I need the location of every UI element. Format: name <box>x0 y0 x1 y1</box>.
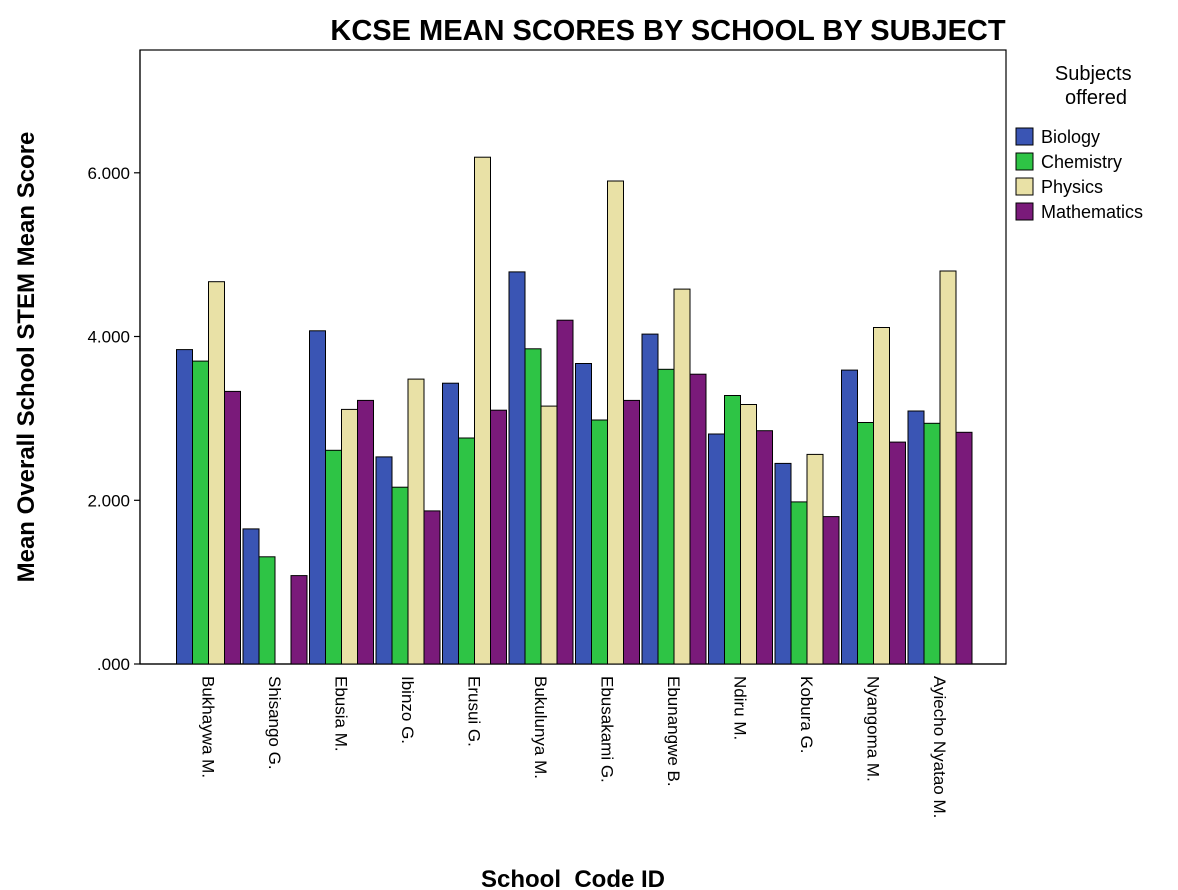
x-tick-label: Erusui G. <box>465 676 484 747</box>
legend-swatch-biology <box>1015 127 1034 146</box>
y-ticks-group: .000 2.000 4.000 6.000 <box>87 164 140 674</box>
bar-chemistry-6 <box>591 419 608 665</box>
chart-title: KCSE MEAN SCORES BY SCHOOL BY SUBJECT <box>330 15 1005 47</box>
bar-biology-2 <box>309 330 326 665</box>
bar-biology-4 <box>442 382 459 665</box>
x-tick-label: Shisango G. <box>265 676 284 770</box>
legend-label-physics: Physics <box>1041 177 1103 197</box>
bar-chemistry-4 <box>458 437 475 665</box>
bar-biology-9 <box>774 462 792 665</box>
legend: Subjects offered Biology Chemistry Physics… <box>1015 63 1143 222</box>
legend-title-line-2: offered <box>1065 87 1127 109</box>
legend-swatch-chemistry <box>1015 152 1034 171</box>
bar-physics-9 <box>806 453 824 665</box>
bar-chemistry-9 <box>790 501 808 665</box>
bar-physics-8 <box>740 404 757 665</box>
bar-chemistry-3 <box>391 486 409 665</box>
bar-physics-4 <box>474 156 491 665</box>
y-tick-label: .000 <box>97 655 130 674</box>
y-tick-label: 6.000 <box>87 164 130 183</box>
y-tick-label: 2.000 <box>87 491 130 510</box>
bar-chemistry-11 <box>923 422 941 665</box>
bar-biology-7 <box>641 333 659 665</box>
bar-chemistry-8 <box>724 395 741 665</box>
y-tick-label: 4.000 <box>87 328 130 347</box>
legend-swatch-mathematics <box>1015 202 1034 221</box>
legend-label-biology: Biology <box>1041 127 1100 147</box>
bar-chemistry-7 <box>657 368 675 665</box>
bar-mathematics-8 <box>756 430 773 665</box>
y-axis-title: Mean Overall School STEM Mean Score <box>13 132 40 583</box>
bar-physics-3 <box>407 378 425 665</box>
bar-biology-3 <box>375 456 393 665</box>
x-tick-label: Bukhaywa M. <box>199 676 218 778</box>
bar-chemistry-5 <box>524 348 542 665</box>
bar-mathematics-9 <box>822 516 840 665</box>
plot-area: .000 2.000 4.000 6.000 Bukhaywa M. Shisango … <box>87 49 1007 818</box>
x-tick-label: Ebusia M. <box>332 676 351 752</box>
bar-mathematics-0 <box>224 390 241 665</box>
bar-physics-0 <box>208 281 225 665</box>
legend-title-line-1: Subjects <box>1055 63 1132 85</box>
bar-biology-8 <box>708 433 725 665</box>
bar-biology-11 <box>907 410 925 665</box>
bars-group <box>176 156 973 665</box>
bar-mathematics-4 <box>490 409 507 665</box>
legend-swatch-physics <box>1015 177 1034 196</box>
bar-chemistry-0 <box>192 360 209 665</box>
bar-mathematics-6 <box>623 399 640 665</box>
x-tick-label: Bukulunya M. <box>531 676 550 779</box>
bar-physics-11 <box>939 270 957 665</box>
bar-mathematics-3 <box>423 510 441 665</box>
bar-physics-7 <box>673 288 691 665</box>
x-tick-label: Ibinzo G. <box>398 676 417 744</box>
legend-items: Biology Chemistry Physics Mathematics <box>1015 127 1143 222</box>
bar-biology-1 <box>242 528 260 665</box>
x-tick-label: Ndiru M. <box>731 676 750 740</box>
bar-mathematics-5 <box>556 319 574 665</box>
x-axis-title: School Code ID <box>481 866 665 890</box>
bar-chemistry-10 <box>857 422 874 665</box>
x-tick-label: Ayiecho Nyatao M. <box>930 676 949 818</box>
x-tick-label: Nyangoma M. <box>864 676 883 782</box>
bar-biology-0 <box>176 349 193 665</box>
bar-biology-5 <box>508 271 526 665</box>
x-tick-label: Ebusakami G. <box>598 676 617 783</box>
bar-mathematics-2 <box>357 399 374 665</box>
legend-title: Subjects offered <box>1055 63 1137 109</box>
legend-label-chemistry: Chemistry <box>1041 152 1122 172</box>
bar-physics-10 <box>873 327 890 665</box>
bar-physics-2 <box>341 408 358 665</box>
bar-chemistry-1 <box>258 556 276 665</box>
bar-mathematics-7 <box>689 373 707 665</box>
bar-biology-6 <box>575 363 592 665</box>
bar-chemistry-2 <box>325 449 342 665</box>
bar-mathematics-1 <box>290 575 308 665</box>
legend-label-mathematics: Mathematics <box>1041 202 1143 222</box>
bar-physics-5 <box>540 405 558 665</box>
bar-physics-6 <box>607 180 624 665</box>
bar-biology-10 <box>841 369 858 665</box>
bar-mathematics-10 <box>889 441 906 665</box>
x-tick-label: Ebunangwe B. <box>664 676 683 787</box>
bar-mathematics-11 <box>955 431 973 665</box>
x-ticks-group: Bukhaywa M. Shisango G. Ebusia M. Ibinzo G.… <box>199 676 950 818</box>
x-tick-label: Kobura G. <box>797 676 816 754</box>
